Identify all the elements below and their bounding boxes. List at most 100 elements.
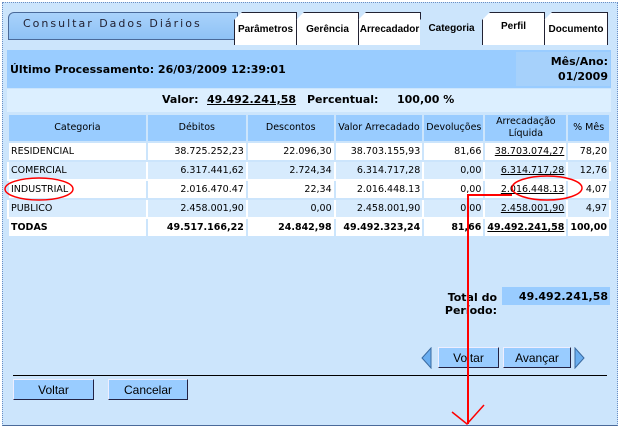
cell-text: 49.517.166,22 (166, 222, 244, 233)
arrecadacao-link[interactable]: 2.458.001,90 (500, 203, 565, 214)
table-cell: 6.317.441,62 (145, 160, 248, 181)
table-cell: 4,97 (566, 198, 611, 219)
divider (13, 375, 607, 376)
table-row: TODAS 49.517.166,22 24.842,98 49.492.323,24… (7, 217, 611, 238)
cell-text: 6.314.717,28 (356, 165, 421, 176)
last-processing: Último Processamento: 26/03/2009 12:39:0… (10, 63, 286, 76)
arrecadacao-link[interactable]: 2.016.448.13 (500, 184, 565, 195)
arrecadacao-link[interactable]: 49.492.241,58 (487, 222, 565, 233)
col-percent-mes: % Mês (566, 113, 611, 143)
table-cell: COMERCIAL (7, 160, 148, 181)
table-cell: 38.725.252,23 (145, 141, 248, 162)
table-cell: PUBLICO (7, 198, 148, 219)
table-row: INDUSTRIAL 2.016.470.47 22,34 2.016.448.13 0… (7, 179, 611, 200)
table-cell[interactable]: 38.703.074,27 (483, 141, 569, 162)
cell-text: 24.842,98 (278, 222, 332, 233)
cell-text: 100,00 (570, 222, 607, 233)
cancelar-button[interactable]: Cancelar (108, 379, 188, 400)
table-cell[interactable]: 49.492.241,58 (483, 217, 569, 238)
col-devolucoes: Devoluções (422, 113, 486, 143)
table-cell: 81,66 (422, 217, 486, 238)
cell-text: 81,66 (451, 222, 482, 233)
prev-arrow-icon[interactable] (420, 347, 432, 369)
table-cell: 24.842,98 (245, 217, 336, 238)
tab-perfil[interactable]: Perfil (482, 12, 545, 45)
table-row: RESIDENCIAL 38.725.252,23 22.096,30 38.703.… (7, 141, 611, 162)
table-cell[interactable]: 2.016.448.13 (483, 179, 569, 200)
summary-row: Valor: 49.492.241,58 Percentual: 100,00 … (7, 89, 611, 112)
header-band (7, 50, 611, 88)
month-year: Mês/Ano: 01/2009 (516, 52, 610, 86)
cell-text: 49.492.323,24 (343, 222, 421, 233)
table-cell: 49.517.166,22 (145, 217, 248, 238)
table-cell: 0,00 (422, 179, 486, 200)
table-cell: 0,00 (422, 198, 486, 219)
table-cell: 6.314.717,28 (333, 160, 425, 181)
cell-text: 22.096,30 (283, 146, 332, 157)
table-cell: 100,00 (566, 217, 611, 238)
cell-text: 4,07 (585, 184, 607, 195)
category-table: Categoria Débitos Descontos Valor Arreca… (7, 113, 611, 238)
cell-text: 4,97 (585, 203, 607, 214)
total-value: 49.492.241,58 (502, 287, 610, 305)
arrecadacao-link[interactable]: 38.703.074,27 (494, 146, 565, 157)
cell-text: 78,20 (579, 146, 607, 157)
tab-parametros[interactable]: Parâmetros (234, 12, 297, 45)
table-cell: 78,20 (566, 141, 611, 162)
valor-label: Valor: (162, 93, 199, 106)
valor-value: 49.492.241,58 (207, 93, 297, 106)
arrecadacao-link[interactable]: 6.314.717,28 (500, 165, 565, 176)
nav-voltar-button[interactable]: Voltar (438, 347, 499, 368)
table-cell[interactable]: 2.458.001,90 (483, 198, 569, 219)
cell-text: 22,34 (304, 184, 332, 195)
table-cell: 0,00 (422, 160, 486, 181)
table-cell: 22,34 (245, 179, 336, 200)
cell-text: COMERCIAL (11, 165, 67, 176)
table-cell: 49.492.323,24 (333, 217, 425, 238)
cell-text: RESIDENCIAL (11, 146, 75, 157)
cell-text: 12,76 (579, 165, 607, 176)
table-cell: 2.458.001,90 (145, 198, 248, 219)
table-cell: 12,76 (566, 160, 611, 181)
table-cell: 38.703.155,93 (333, 141, 425, 162)
cell-text: 2.724,34 (289, 165, 332, 176)
table-cell: 0,00 (245, 198, 336, 219)
table-cell: TODAS (7, 217, 148, 238)
table-cell: 2.016.470.47 (145, 179, 248, 200)
nav-avancar-button[interactable]: Avançar (503, 347, 571, 368)
table-cell[interactable]: 6.314.717,28 (483, 160, 569, 181)
table-cell: 22.096,30 (245, 141, 336, 162)
tab-categoria[interactable]: Categoria (420, 12, 483, 45)
cell-text: 0,00 (460, 165, 482, 176)
cell-text: TODAS (11, 222, 48, 233)
month-year-label: Mês/Ano: (550, 55, 608, 68)
cell-text: PUBLICO (11, 203, 53, 214)
cell-text: INDUSTRIAL (11, 184, 69, 195)
cell-text: 38.725.252,23 (174, 146, 244, 157)
cell-text: 0,00 (310, 203, 332, 214)
table-row: COMERCIAL 6.317.441,62 2.724,34 6.314.717,2… (7, 160, 611, 181)
col-descontos: Descontos (245, 113, 336, 143)
cell-text: 2.016.448.13 (356, 184, 421, 195)
tab-documento[interactable]: Documento (544, 12, 608, 45)
voltar-button[interactable]: Voltar (13, 379, 94, 400)
next-arrow-icon[interactable] (574, 347, 586, 369)
tab-arrecadador[interactable]: Arrecadador (358, 12, 421, 45)
cell-text: 0,00 (460, 203, 482, 214)
month-year-value: 01/2009 (558, 70, 608, 83)
percentual-value: 100,00 % (397, 93, 455, 106)
page-title: Consultar Dados Diários (8, 12, 238, 40)
table-row: PUBLICO 2.458.001,90 0,00 2.458.001,90 0,00 2… (7, 198, 611, 219)
tab-gerencia[interactable]: Gerência (296, 12, 359, 45)
total-label: Total do Período: (444, 291, 497, 317)
table-cell: 2.016.448.13 (333, 179, 425, 200)
cell-text: 6.317.441,62 (180, 165, 244, 176)
cell-text: 81,66 (454, 146, 482, 157)
table-cell: 81,66 (422, 141, 486, 162)
table-cell: 2.458.001,90 (333, 198, 425, 219)
cell-text: 38.703.155,93 (350, 146, 421, 157)
table-cell: 4,07 (566, 179, 611, 200)
table-cell: RESIDENCIAL (7, 141, 148, 162)
cell-text: 2.458.001,90 (356, 203, 421, 214)
cell-text: 2.458.001,90 (180, 203, 244, 214)
